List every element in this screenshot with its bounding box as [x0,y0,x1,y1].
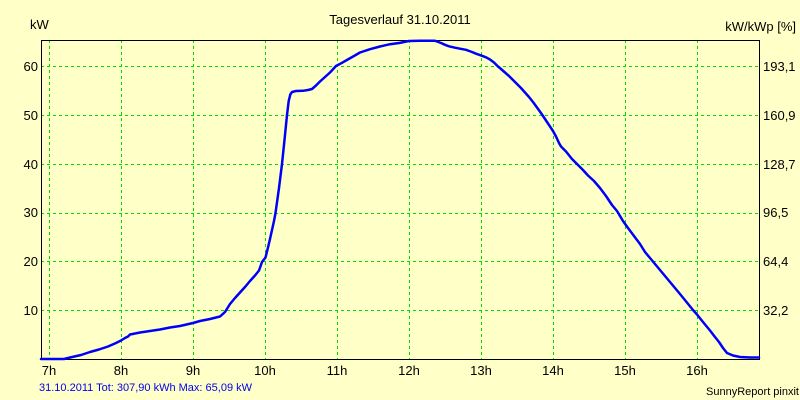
svg-text:8h: 8h [114,363,128,378]
svg-text:10: 10 [24,303,38,318]
svg-text:11h: 11h [327,363,348,378]
svg-text:Tagesverlauf 31.10.2011: Tagesverlauf 31.10.2011 [329,12,470,27]
svg-text:40: 40 [24,157,38,172]
svg-text:9h: 9h [186,363,200,378]
svg-text:64,4: 64,4 [763,254,788,269]
svg-text:60: 60 [24,59,38,74]
svg-text:128,7: 128,7 [763,157,796,172]
svg-text:32,2: 32,2 [763,303,788,318]
svg-text:15h: 15h [614,363,636,378]
svg-text:SunnyReport pinxit: SunnyReport pinxit [706,386,799,398]
svg-text:16h: 16h [686,363,708,378]
svg-text:31.10.2011 Tot: 307,90 kWh Max: 31.10.2011 Tot: 307,90 kWh Max: 65,09 kW [39,382,253,394]
svg-text:kW/kWp [%]: kW/kWp [%] [725,19,796,34]
svg-text:50: 50 [24,108,38,123]
svg-text:96,5: 96,5 [763,205,788,220]
svg-text:7h: 7h [42,363,56,378]
svg-text:20: 20 [24,254,38,269]
svg-text:160,9: 160,9 [763,108,796,123]
svg-text:10h: 10h [254,363,276,378]
svg-text:193,1: 193,1 [763,59,796,74]
svg-text:30: 30 [24,205,38,220]
svg-text:12h: 12h [398,363,420,378]
svg-text:kW: kW [30,17,50,32]
svg-text:14h: 14h [542,363,564,378]
svg-text:13h: 13h [470,363,492,378]
